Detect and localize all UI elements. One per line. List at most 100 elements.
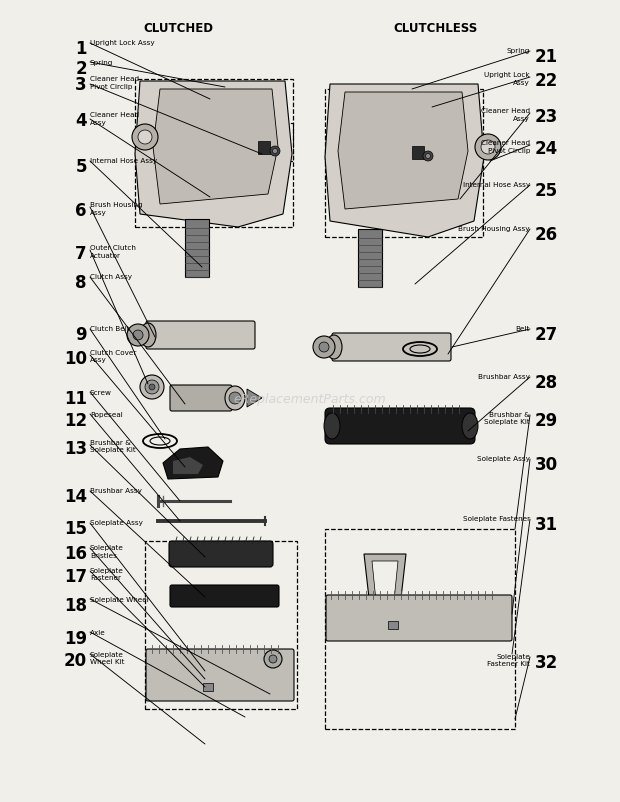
Circle shape — [149, 384, 155, 391]
Polygon shape — [338, 93, 468, 210]
Text: Soleplate
Wheel Kit: Soleplate Wheel Kit — [90, 651, 125, 665]
Text: Brush Housing
Assy: Brush Housing Assy — [90, 202, 143, 215]
Bar — [253, 124, 293, 162]
Text: Axle: Axle — [90, 630, 106, 635]
Text: Soleplate Assy: Soleplate Assy — [477, 456, 530, 461]
Circle shape — [475, 135, 501, 160]
Text: 21: 21 — [535, 48, 558, 66]
Circle shape — [127, 325, 149, 346]
Text: Spring: Spring — [90, 60, 113, 66]
Circle shape — [319, 342, 329, 353]
Text: 5: 5 — [76, 158, 87, 176]
Polygon shape — [372, 561, 398, 602]
Polygon shape — [325, 85, 484, 237]
Text: 32: 32 — [535, 653, 558, 671]
Text: Screw: Screw — [90, 390, 112, 395]
FancyBboxPatch shape — [170, 386, 232, 411]
FancyBboxPatch shape — [170, 585, 279, 607]
Text: 4: 4 — [76, 111, 87, 130]
Circle shape — [270, 147, 280, 157]
Text: 12: 12 — [64, 411, 87, 429]
Text: 8: 8 — [76, 273, 87, 292]
Bar — [412, 147, 424, 160]
Text: Upright Lock
Assy: Upright Lock Assy — [484, 72, 530, 85]
Ellipse shape — [140, 323, 156, 347]
Ellipse shape — [225, 387, 245, 411]
FancyBboxPatch shape — [146, 649, 294, 701]
Text: Brush Housing Assy: Brush Housing Assy — [459, 225, 530, 232]
Polygon shape — [163, 448, 223, 480]
Polygon shape — [173, 457, 203, 475]
Circle shape — [229, 392, 241, 404]
Circle shape — [481, 141, 495, 155]
Text: Cleaner Head
Pivot Circlip: Cleaner Head Pivot Circlip — [481, 140, 530, 153]
Text: Cleaner Head
Assy: Cleaner Head Assy — [481, 107, 530, 121]
Text: 13: 13 — [64, 439, 87, 457]
Text: Cleaner Head
Pivot Circlip: Cleaner Head Pivot Circlip — [90, 76, 139, 89]
Text: Brushbar Assy: Brushbar Assy — [478, 374, 530, 379]
Ellipse shape — [462, 414, 478, 439]
Text: 18: 18 — [64, 596, 87, 614]
Text: 26: 26 — [535, 225, 558, 244]
Circle shape — [132, 125, 158, 151]
Text: Clutch Belt: Clutch Belt — [90, 326, 130, 331]
Polygon shape — [135, 82, 292, 228]
Text: 2: 2 — [76, 60, 87, 78]
FancyBboxPatch shape — [332, 334, 451, 362]
Text: Clutch Assy: Clutch Assy — [90, 273, 132, 280]
Text: Spring: Spring — [507, 48, 530, 54]
Text: 15: 15 — [64, 520, 87, 537]
Text: 11: 11 — [64, 390, 87, 407]
Text: Clutch Cover
Assy: Clutch Cover Assy — [90, 350, 136, 363]
FancyBboxPatch shape — [169, 541, 273, 567]
Bar — [135, 80, 293, 228]
Polygon shape — [247, 390, 262, 407]
Bar — [325, 90, 483, 237]
Text: 14: 14 — [64, 488, 87, 505]
Text: 31: 31 — [535, 516, 558, 533]
Text: Soleplate Wheel: Soleplate Wheel — [90, 596, 149, 602]
Circle shape — [145, 380, 159, 395]
Text: Brushbar &
Soleplate Kit: Brushbar & Soleplate Kit — [484, 411, 530, 425]
Text: Soleplate Fastener: Soleplate Fastener — [463, 516, 530, 521]
Text: Soleplate
Fastener Kit: Soleplate Fastener Kit — [487, 653, 530, 666]
Text: Soleplate
Bristles: Soleplate Bristles — [90, 545, 124, 558]
Ellipse shape — [324, 414, 340, 439]
Text: 28: 28 — [535, 374, 558, 391]
Text: Belt: Belt — [516, 326, 530, 331]
Text: 1: 1 — [76, 40, 87, 58]
Text: 3: 3 — [76, 76, 87, 94]
Bar — [258, 142, 270, 155]
Bar — [325, 529, 515, 729]
Text: Soleplate Assy: Soleplate Assy — [90, 520, 143, 525]
Text: 27: 27 — [535, 326, 558, 343]
Bar — [388, 622, 398, 630]
Circle shape — [269, 655, 277, 663]
Text: 16: 16 — [64, 545, 87, 562]
Text: eReplacementParts.com: eReplacementParts.com — [234, 393, 386, 406]
Text: CLUTCHED: CLUTCHED — [143, 22, 213, 35]
Polygon shape — [153, 90, 278, 205]
Text: 9: 9 — [76, 326, 87, 343]
Circle shape — [425, 154, 430, 160]
Text: 7: 7 — [76, 245, 87, 263]
Text: 25: 25 — [535, 182, 558, 200]
FancyBboxPatch shape — [325, 408, 475, 444]
Text: Cleaner Head
Assy: Cleaner Head Assy — [90, 111, 139, 125]
Text: 17: 17 — [64, 567, 87, 585]
Text: 22: 22 — [535, 72, 558, 90]
Text: 6: 6 — [76, 202, 87, 220]
Bar — [358, 229, 382, 288]
Text: 23: 23 — [535, 107, 558, 126]
Bar — [145, 541, 297, 709]
Ellipse shape — [326, 335, 342, 359]
Text: 19: 19 — [64, 630, 87, 647]
Circle shape — [138, 131, 152, 145]
Bar — [408, 132, 446, 168]
Text: 30: 30 — [535, 456, 558, 473]
Text: Internal Hose Assy: Internal Hose Assy — [463, 182, 530, 188]
Text: Brushbar Assy: Brushbar Assy — [90, 488, 142, 493]
Text: Ropeseal: Ropeseal — [90, 411, 123, 418]
Text: Internal Hose Assy: Internal Hose Assy — [90, 158, 157, 164]
Text: Outer Clutch
Actuator: Outer Clutch Actuator — [90, 245, 136, 258]
